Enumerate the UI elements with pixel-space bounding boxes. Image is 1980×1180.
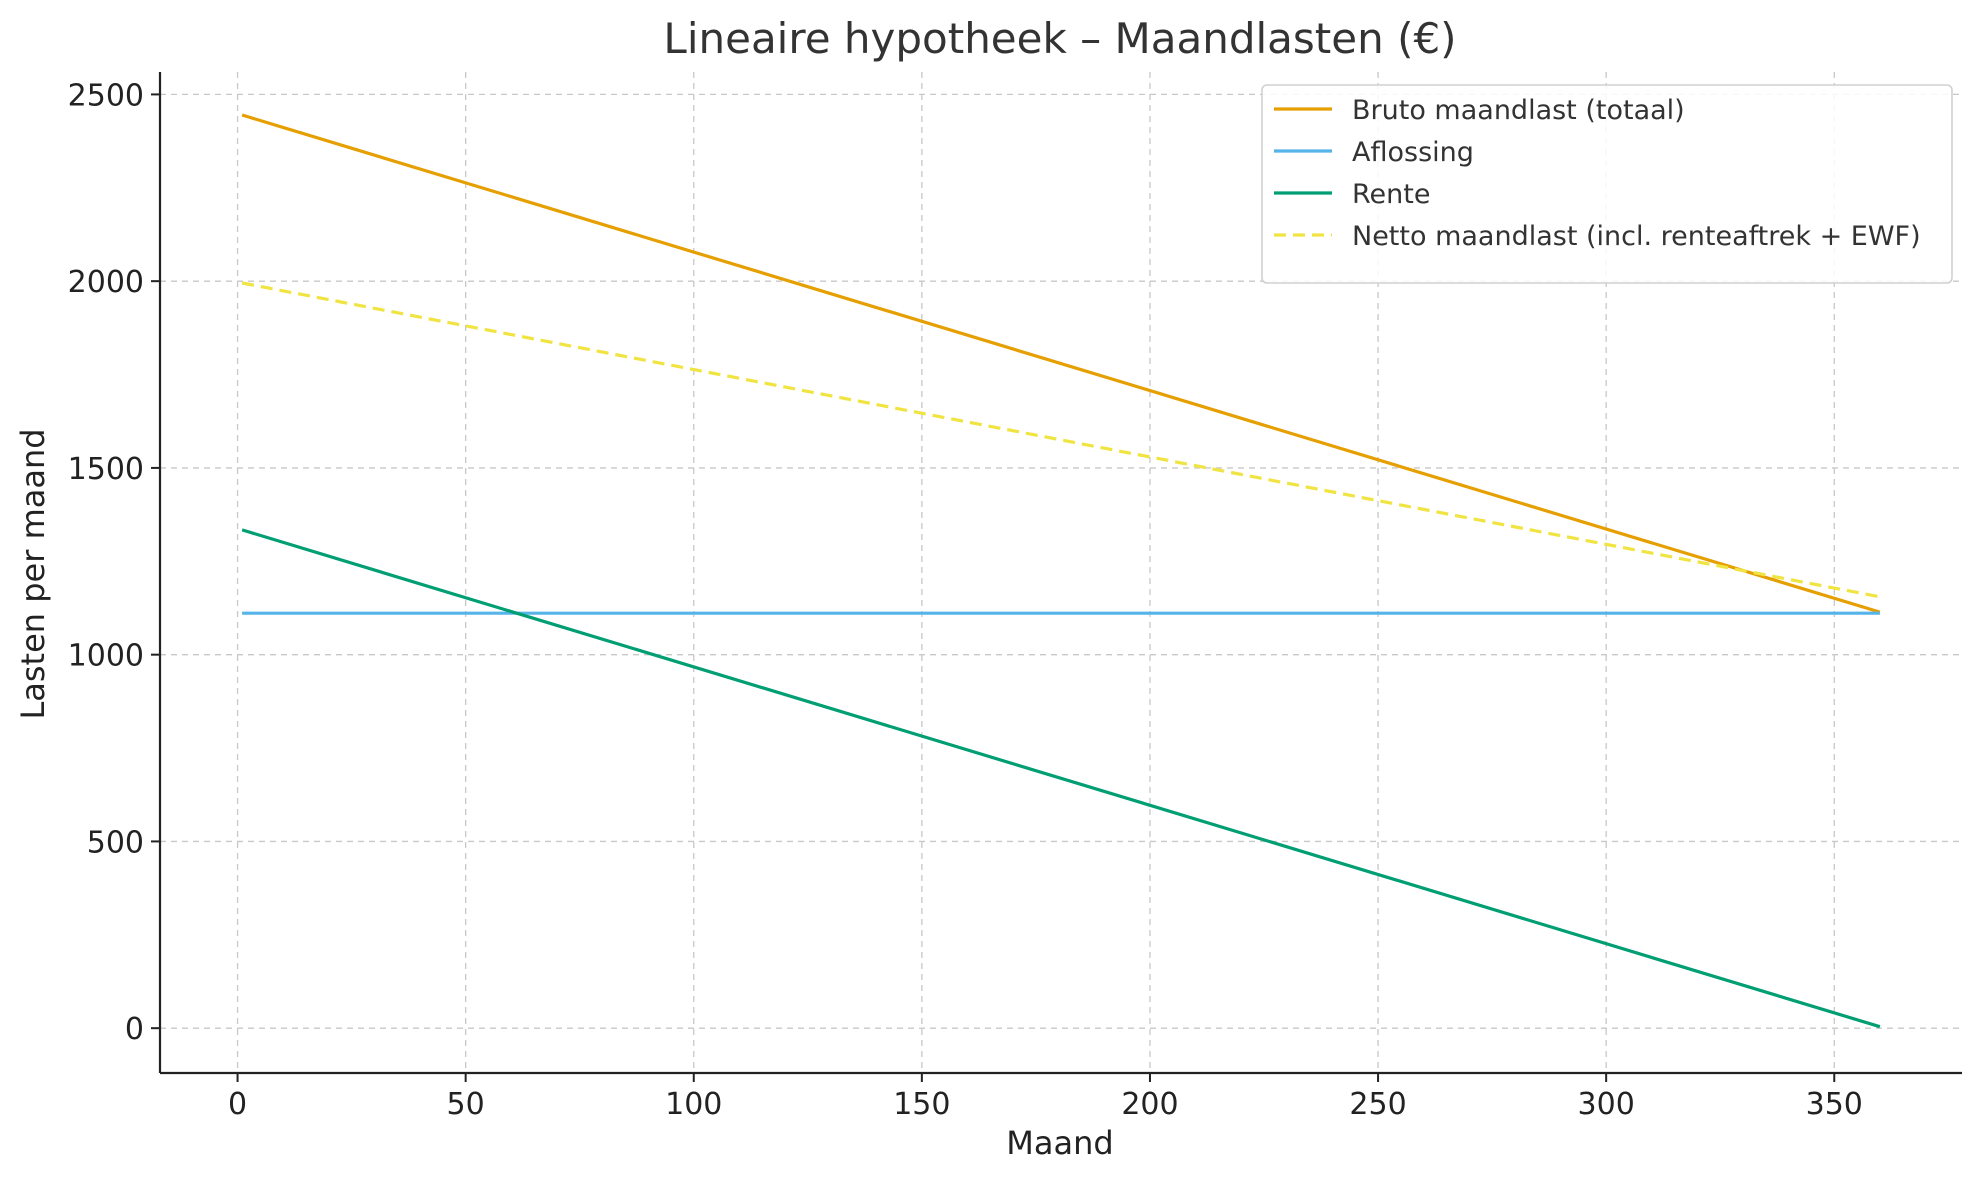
y-tick-label: 1500 (68, 452, 144, 487)
legend: Bruto maandlast (totaal) Aflossing Rente Ne… (1261, 84, 1953, 284)
y-ticks: 0 500 1000 1500 2000 2500 (68, 78, 160, 1047)
x-tick-label: 250 (1349, 1087, 1406, 1122)
x-tick-label: 350 (1806, 1087, 1863, 1122)
x-tick-label: 0 (228, 1087, 247, 1122)
y-axis-label: Lasten per maand (14, 428, 52, 719)
y-tick-label: 2500 (68, 78, 144, 113)
y-tick-label: 1000 (68, 639, 144, 674)
x-tick-label: 100 (665, 1087, 722, 1122)
x-axis-label: Maand (1006, 1124, 1113, 1162)
x-tick-label: 150 (893, 1087, 950, 1122)
legend-box (1261, 84, 1953, 284)
series-layer (241, 113, 1881, 1029)
y-tick-label: 0 (125, 1012, 144, 1047)
series-line-3 (241, 528, 1881, 1029)
series-line-1 (241, 113, 1881, 614)
chart-title: Lineaire hypotheek – Maandlasten (€) (663, 14, 1456, 63)
legend-label: Aflossing (1352, 137, 1474, 168)
y-tick-label: 2000 (68, 265, 144, 300)
axes (158, 72, 1962, 1075)
y-tick-label: 500 (87, 825, 144, 860)
series-line-4 (241, 281, 1881, 599)
x-tick-label: 300 (1578, 1087, 1635, 1122)
legend-label: Bruto maandlast (totaal) (1352, 95, 1685, 126)
x-ticks: 0 50 100 150 200 250 300 350 (228, 1073, 1863, 1122)
x-tick-label: 200 (1121, 1087, 1178, 1122)
legend-label: Netto maandlast (incl. renteaftrek + EWF… (1352, 221, 1921, 252)
legend-label: Rente (1352, 179, 1430, 210)
x-tick-label: 50 (447, 1087, 485, 1122)
